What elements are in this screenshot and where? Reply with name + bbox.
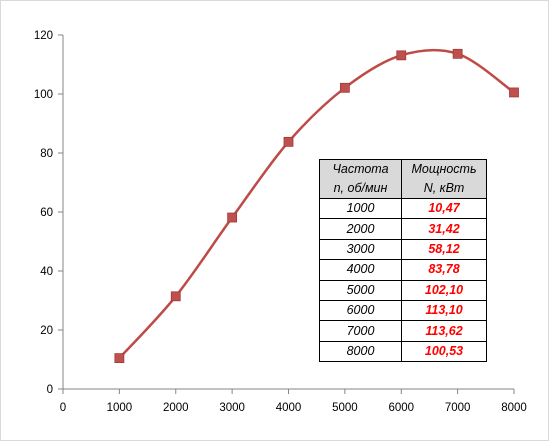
table-row: 7000 113,62 <box>319 320 487 342</box>
speed-cell: 4000 <box>319 259 402 281</box>
speed-cell: 5000 <box>319 279 402 301</box>
power-cell: 31,42 <box>401 218 487 240</box>
speed-cell: 6000 <box>319 299 402 322</box>
power-cell: 10,47 <box>401 197 487 220</box>
data-point-marker <box>396 50 407 61</box>
y-tick-label: 60 <box>40 207 53 219</box>
power-cell: 58,12 <box>401 238 487 261</box>
data-point-marker <box>114 353 125 364</box>
table-row: 8000 100,53 <box>319 340 487 363</box>
power-cell: 100,53 <box>401 340 487 363</box>
table-row: 1000 10,47 <box>319 197 487 220</box>
x-tick-label: 6000 <box>388 402 414 414</box>
power-cell: 113,62 <box>401 320 487 342</box>
x-tick-label: 5000 <box>332 402 358 414</box>
data-table: Частота n, об/мин Мощность N, кВт 1000 10… <box>319 159 487 363</box>
data-point-marker <box>509 87 519 98</box>
x-tick-label: 3000 <box>219 402 245 414</box>
table-row: 2000 31,42 <box>319 218 487 240</box>
power-cell: 102,10 <box>401 279 487 301</box>
x-tick-label: 1000 <box>107 402 133 414</box>
y-tick-label: 100 <box>34 89 53 101</box>
header-speed-line2: n, об/мин <box>333 181 388 195</box>
speed-cell: 7000 <box>319 320 402 342</box>
speed-cell: 8000 <box>319 340 402 363</box>
header-power-line2: N, кВт <box>423 181 465 195</box>
x-tick-label: 0 <box>60 402 66 414</box>
y-tick-label: 0 <box>47 384 53 396</box>
power-cell: 83,78 <box>401 259 487 281</box>
table-row: 6000 113,10 <box>319 299 487 322</box>
y-tick-label: 20 <box>40 325 53 337</box>
speed-cell: 3000 <box>319 238 402 261</box>
power-cell: 113,10 <box>401 299 487 322</box>
table-row: 4000 83,78 <box>319 259 487 281</box>
header-power: Мощность N, кВт <box>401 159 487 199</box>
y-tick-label: 120 <box>34 30 53 42</box>
data-point-marker <box>283 136 294 147</box>
header-speed-line1: Частота <box>332 162 389 176</box>
header-speed: Частота n, об/мин <box>319 159 402 199</box>
table-header-row: Частота n, об/мин Мощность N, кВт <box>319 159 487 199</box>
data-point-marker <box>227 212 238 223</box>
data-point-marker <box>170 291 181 302</box>
x-tick-label: 8000 <box>501 402 527 414</box>
y-tick-label: 80 <box>40 148 53 160</box>
table-row: 5000 102,10 <box>319 279 487 301</box>
x-tick-label: 7000 <box>445 402 471 414</box>
x-tick-label: 2000 <box>163 402 189 414</box>
speed-cell: 2000 <box>319 218 402 240</box>
x-tick-label: 4000 <box>276 402 302 414</box>
table-row: 3000 58,12 <box>319 238 487 261</box>
data-point-marker <box>452 48 463 59</box>
data-point-marker <box>339 82 350 93</box>
y-tick-label: 40 <box>40 266 53 278</box>
speed-cell: 1000 <box>319 197 402 220</box>
header-power-line1: Мощность <box>411 162 477 176</box>
